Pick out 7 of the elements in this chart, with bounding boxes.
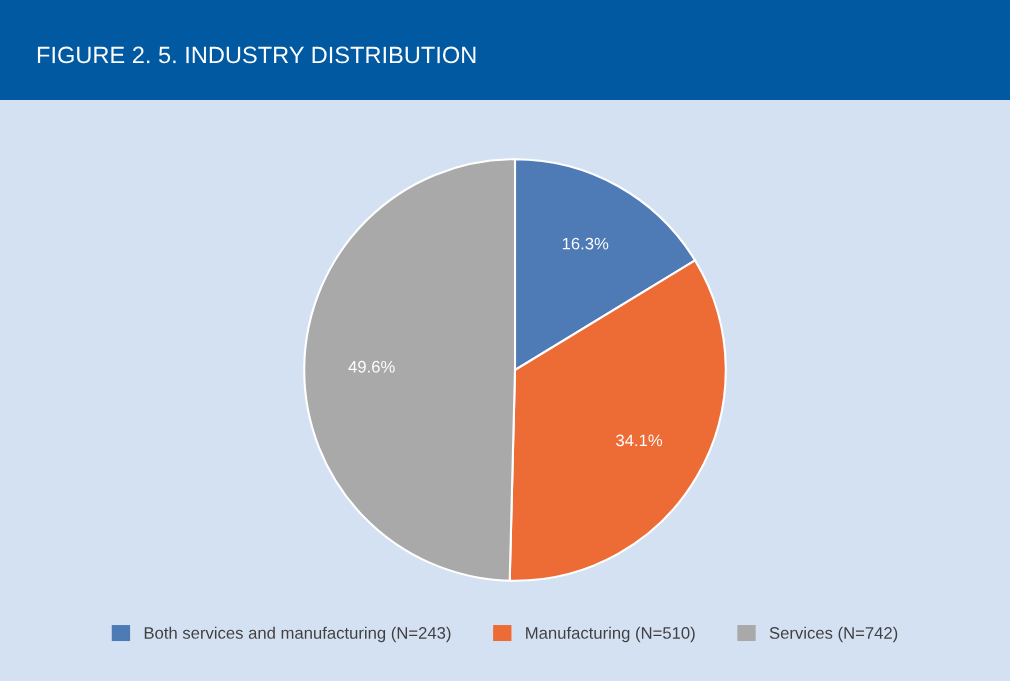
- legend-label: Both services and manufacturing (N=243): [144, 626, 451, 643]
- legend-label: Manufacturing (N=510): [526, 626, 695, 643]
- data-label: 49.6%: [348, 360, 395, 373]
- chart-title: FIGURE 2. 5. INDUSTRY DISTRIBUTION: [37, 46, 476, 64]
- legend-label: Services (N=742): [769, 626, 898, 643]
- data-label: 34.1%: [616, 434, 663, 447]
- data-label: 16.3%: [562, 237, 609, 250]
